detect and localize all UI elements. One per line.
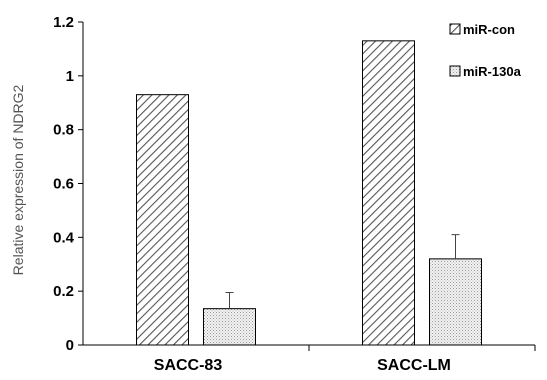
bar-mir-130a-sacc-83 xyxy=(203,308,256,346)
legend-swatch xyxy=(449,65,461,77)
legend-swatch xyxy=(449,23,461,35)
y-axis-label: Relative expression of NDRG2 xyxy=(10,84,26,275)
x-category-label: SACC-LM xyxy=(377,357,451,374)
legend-label: miR-130a xyxy=(463,64,522,79)
y-tick-label: 1.2 xyxy=(53,14,74,31)
y-tick-label: 0.4 xyxy=(53,229,75,246)
y-tick-label: 0 xyxy=(66,337,74,354)
legend-label: miR-con xyxy=(463,22,515,37)
bar-mir-130a-sacc-lm xyxy=(429,258,482,346)
x-category-label: SACC-83 xyxy=(154,357,223,374)
bar-mir-con-sacc-lm xyxy=(362,40,415,346)
y-tick-label: 1 xyxy=(66,68,74,85)
y-tick-label: 0.8 xyxy=(53,122,74,139)
y-tick-label: 0.6 xyxy=(53,176,74,193)
y-tick-label: 0.2 xyxy=(53,283,74,300)
bar-mir-con-sacc-83 xyxy=(136,94,189,346)
